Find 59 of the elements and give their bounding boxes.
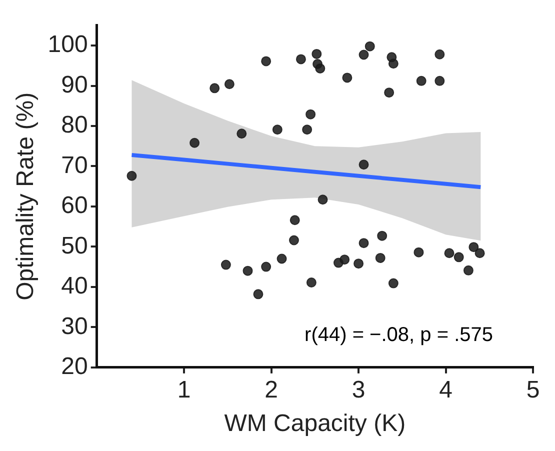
point (288, 235, 299, 246)
point (384, 88, 394, 98)
point (358, 238, 369, 248)
point (306, 278, 316, 288)
y-tick-label: 80 (61, 112, 88, 139)
y-tick-label: 20 (61, 353, 88, 380)
point (364, 41, 375, 52)
x-tick-label: 5 (526, 376, 540, 404)
point (318, 194, 328, 205)
x-tick-label: 3 (352, 376, 366, 404)
x-tick-label: 2 (264, 376, 278, 404)
y-tick-label: 30 (61, 312, 88, 340)
point (126, 170, 137, 181)
point (434, 49, 445, 60)
y-tick-label: 90 (61, 71, 88, 98)
point (315, 63, 326, 74)
point (468, 242, 479, 252)
point (220, 260, 231, 270)
x-tick-label: 4 (439, 376, 452, 404)
y-tick-label: 70 (61, 152, 88, 179)
y-tick-label: 50 (61, 232, 88, 260)
point (296, 54, 306, 64)
point (454, 252, 464, 262)
point (375, 252, 386, 263)
annotation: r(44) = −.08, p = .575 (304, 324, 493, 346)
point (434, 76, 445, 86)
point (210, 83, 220, 94)
point (306, 109, 316, 120)
point (253, 289, 264, 300)
point (474, 248, 485, 258)
point (414, 247, 424, 258)
point (276, 254, 287, 264)
x-tick-label: 1 (177, 376, 191, 404)
point (190, 138, 200, 148)
point (388, 58, 398, 69)
point (224, 79, 234, 90)
point (377, 230, 388, 241)
point (358, 50, 369, 60)
point (290, 215, 300, 226)
point (302, 124, 312, 135)
point (416, 76, 426, 86)
point (358, 160, 369, 170)
point (242, 266, 253, 276)
y-tick-label: 100 (48, 31, 88, 58)
point (261, 56, 272, 66)
point (463, 265, 474, 276)
y-tick-label: 60 (61, 192, 88, 220)
x-axis-title: WM Capacity (K) (224, 410, 406, 438)
y-axis-title: Optimality Rate (%) (12, 92, 40, 300)
y-tick-label: 40 (61, 272, 88, 300)
point (342, 72, 352, 83)
point (272, 124, 282, 135)
point (388, 278, 398, 288)
point (340, 254, 350, 265)
point (444, 248, 454, 258)
point (312, 48, 322, 59)
point (261, 262, 272, 272)
point (354, 258, 364, 269)
point (236, 128, 247, 139)
